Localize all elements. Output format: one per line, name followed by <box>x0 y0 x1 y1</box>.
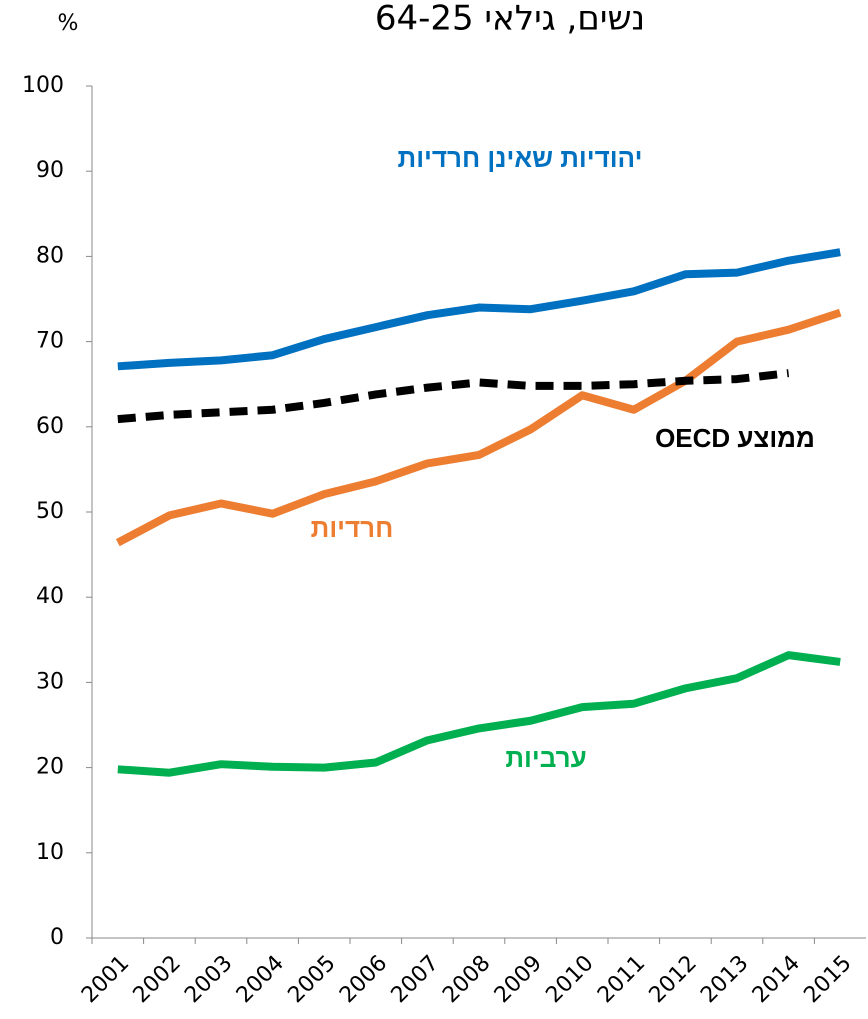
y-tick-label: 100 <box>22 73 64 98</box>
series-label: ערביות <box>505 743 586 773</box>
x-tick-label: 2009 <box>490 951 547 1008</box>
y-tick-label: 50 <box>36 499 64 524</box>
x-tick-label: 2007 <box>387 951 444 1008</box>
x-tick-label: 2014 <box>748 951 805 1008</box>
y-unit: % <box>58 11 79 36</box>
series-line <box>117 369 790 424</box>
series-line <box>115 308 842 547</box>
x-tick-label: 2003 <box>180 951 237 1008</box>
x-tick-label: 2004 <box>232 951 289 1008</box>
series-label: ממוצע OECD <box>655 423 815 453</box>
x-tick-label: 2008 <box>438 951 495 1008</box>
y-tick-label: 90 <box>36 158 64 183</box>
y-tick-label: 0 <box>50 925 64 950</box>
y-tick-label: 80 <box>36 243 64 268</box>
y-tick-label: 60 <box>36 414 64 439</box>
y-tick-label: 40 <box>36 584 64 609</box>
x-tick-label: 2013 <box>696 951 753 1008</box>
y-tick-label: 10 <box>36 840 64 865</box>
x-tick-label: 2002 <box>129 951 186 1008</box>
x-tick-label: 2001 <box>77 951 134 1008</box>
series-line <box>117 651 841 777</box>
y-tick-label: 20 <box>36 755 64 780</box>
x-tick-label: 2011 <box>593 951 650 1008</box>
chart-title: נשים, גילאי 64-25 <box>375 0 645 39</box>
y-tick-label: 30 <box>36 669 64 694</box>
x-tick-label: 2012 <box>645 951 702 1008</box>
series-line <box>117 248 841 371</box>
series-label: יהודיות שאינן חרדיות <box>398 143 643 173</box>
x-tick-label: 2005 <box>283 951 340 1008</box>
x-tick-label: 2015 <box>799 951 856 1008</box>
y-tick-label: 70 <box>36 329 64 354</box>
x-tick-label: 2006 <box>335 951 392 1008</box>
x-tick-label: 2010 <box>541 951 598 1008</box>
series-label: חרדיות <box>311 513 394 543</box>
